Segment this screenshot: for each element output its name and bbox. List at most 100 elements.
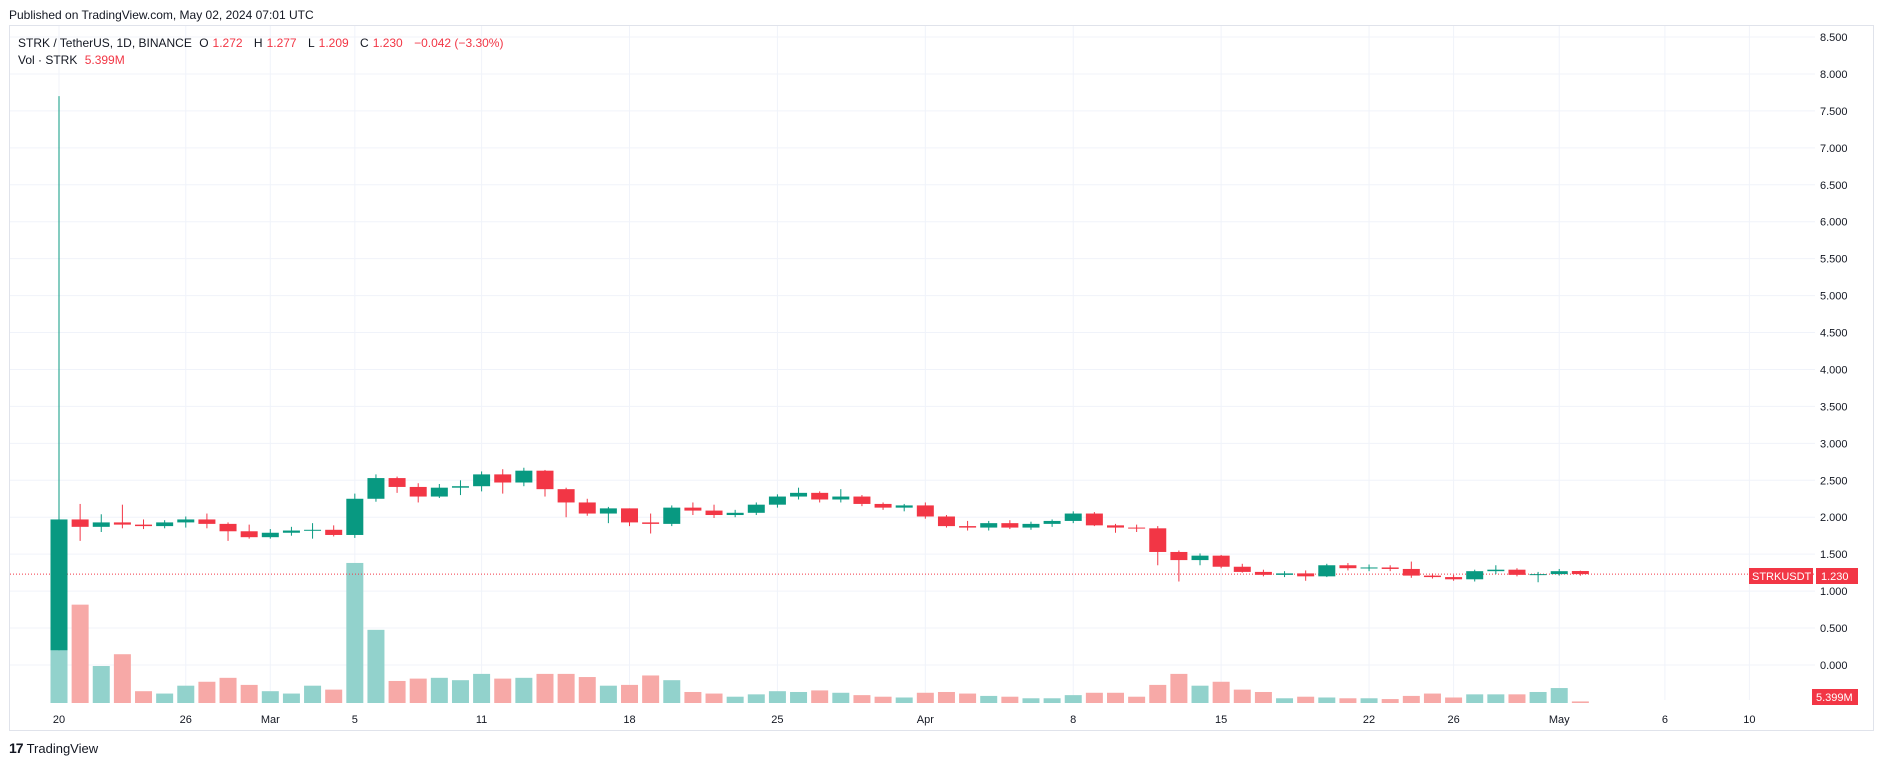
price-tick-label: 6.500 [1820,180,1848,192]
volume-bar [663,680,681,703]
volume-bar [853,695,871,703]
volume-bar [325,689,343,703]
candle-body [156,522,174,527]
volume-bar [1191,685,1209,703]
volume-bar [1571,701,1589,703]
candle-body [1529,574,1547,576]
volume-bar [916,692,934,703]
volume-bar [768,691,786,703]
candle-body [1381,567,1399,569]
volume-label[interactable]: Vol · STRK [18,53,78,67]
volume-bar [198,681,216,703]
volume-bar [1466,694,1484,703]
time-tick-label: 18 [623,714,635,726]
volume-bar [959,693,977,703]
volume-bar [1381,699,1399,703]
time-tick-label: 25 [771,714,783,726]
volume-bar [705,693,723,703]
candle-body [874,503,892,508]
volume-bar [726,696,744,703]
candle-body [663,507,681,524]
volume-bar [473,673,491,703]
volume-bar [937,691,955,703]
volume-bar [409,678,427,703]
candle-body [1064,513,1082,521]
time-tick-label: Mar [261,714,280,726]
price-tick-label: 2.500 [1820,475,1848,487]
candle-body [1149,528,1167,552]
volume-bar [1445,697,1463,703]
volume-bar [92,666,110,703]
volume-bar [980,695,998,703]
price-value-tag-bg [1816,568,1858,584]
candle-body [177,519,195,523]
volume-bar [515,677,533,703]
candle-body [811,492,829,500]
candle-body [790,492,808,497]
candle-body [1276,573,1294,575]
candle-body [1508,569,1526,575]
open-label: O [199,36,209,50]
time-tick-label: 20 [53,714,65,726]
candle-body [219,523,237,532]
price-value-tag: 1.230 [1821,571,1849,583]
time-tick-label: Apr [917,714,934,726]
volume-bar [451,680,469,703]
volume-bar [1360,698,1378,703]
volume-bar [1085,692,1103,703]
candle-body [346,498,364,535]
volume-bar [430,677,448,703]
volume-bar [1128,696,1146,703]
tradingview-brand[interactable]: TradingView [26,740,99,756]
candle-body [959,526,977,528]
candle-body [1170,551,1188,561]
candle-body [1212,555,1230,567]
time-tick-label: 26 [180,714,192,726]
candle-body [642,522,660,524]
candle-body [557,489,575,503]
candle-body [705,510,723,516]
volume-value: 5.399M [84,53,125,67]
candle-body [325,529,343,535]
volume-bar [747,694,765,703]
time-tick-label: May [1549,714,1570,726]
volume-bar [1107,692,1124,703]
price-symbol-tag: STRKUSDT [1752,571,1812,583]
price-tick-label: 7.500 [1820,106,1848,118]
price-tick-label: 3.000 [1820,438,1848,450]
tradingview-logo-icon[interactable]: 17 [9,740,24,756]
candle-body [50,519,68,651]
volume-bar [1233,689,1251,703]
volume-bar [1254,691,1272,703]
price-tick-label: 0.000 [1820,660,1848,672]
volume-bar [261,691,279,703]
candle-body [451,486,469,488]
volume-bar [135,691,153,703]
volume-bar [684,691,702,703]
volume-bar [346,562,364,703]
time-tick-label: 8 [1070,714,1076,726]
volume-bar [832,692,850,703]
price-tick-label: 1.000 [1820,586,1848,598]
volume-bar [1064,695,1082,703]
candle-body [409,486,427,497]
volume-bar [895,697,913,703]
candle-body [1423,575,1441,578]
footer: 17 TradingView [9,740,98,756]
candle-body [113,522,131,525]
symbol-label[interactable]: STRK / TetherUS, 1D, BINANCE [18,36,192,50]
candle-body [1318,565,1336,577]
low-value: 1.209 [318,36,349,50]
candle-body [367,478,385,499]
volume-bar [494,678,512,703]
time-tick-label: 22 [1363,714,1375,726]
candle-body [916,505,934,517]
chart-legend: STRK / TetherUS, 1D, BINANCE O 1.272 H 1.2… [18,35,507,69]
candle-body [1107,525,1124,528]
price-tick-label: 0.500 [1820,623,1848,635]
candle-body [980,523,998,528]
volume-bar [1149,684,1167,703]
candle-body [768,496,786,505]
price-tick-label: 4.000 [1820,364,1848,376]
